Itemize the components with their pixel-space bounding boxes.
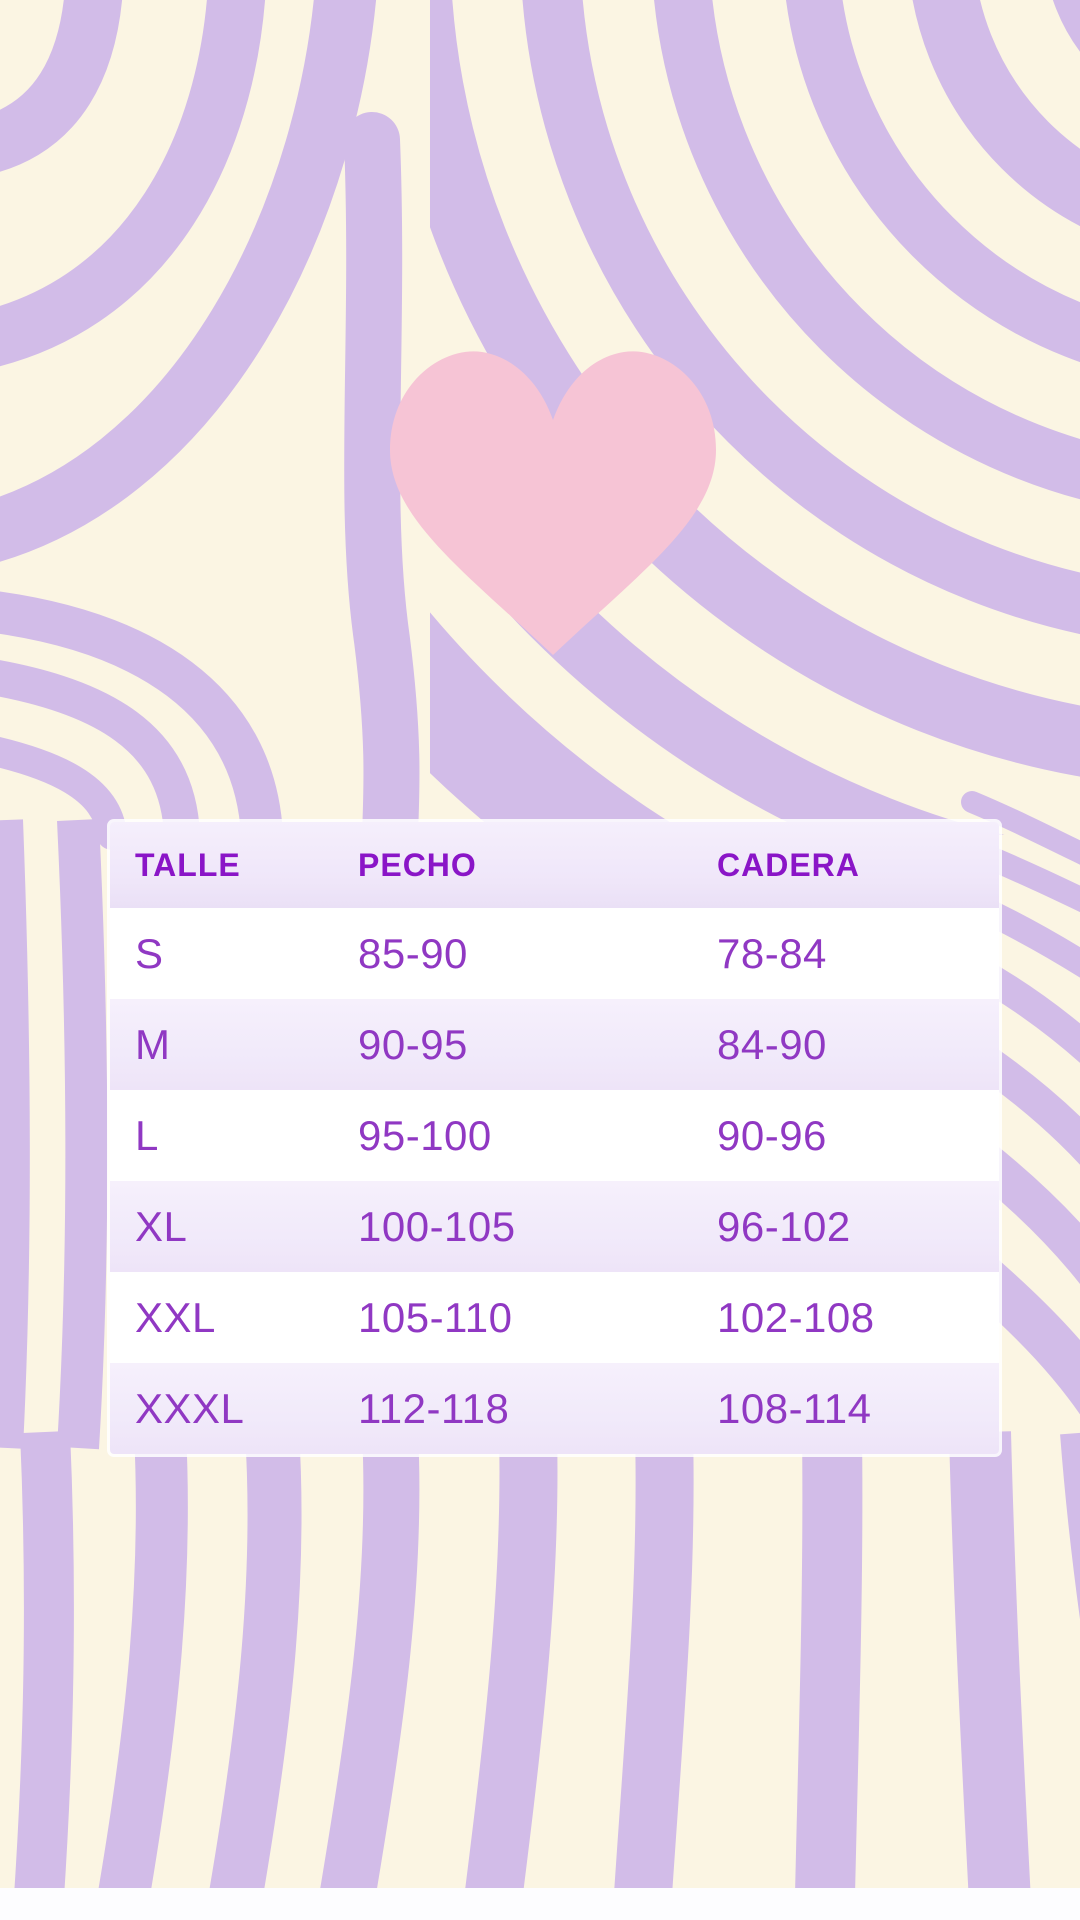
cell-talle: M [135,1020,171,1068]
table-body: S 85-90 78-84 M 90-95 84-90 L 95-100 90-… [110,908,999,1454]
bottom-fan-stripes [12,1430,1080,1920]
cell-cadera: 102-108 [717,1293,875,1341]
cell-cadera: 84-90 [717,1020,827,1068]
size-guide-table: TALLE PECHO CADERA S 85-90 78-84 M 90-95… [110,822,999,1454]
heart-icon [390,351,716,655]
table-row: L 95-100 90-96 [110,1090,999,1181]
cell-cadera: 90-96 [717,1111,827,1159]
column-header-pecho: PECHO [358,846,477,883]
table-row: S 85-90 78-84 [110,908,999,999]
cell-talle: XXXL [135,1384,245,1432]
column-header-cadera: CADERA [717,846,860,883]
cell-talle: XL [135,1202,188,1250]
table-row: XL 100-105 96-102 [110,1181,999,1272]
top-left-arcs [0,0,420,863]
column-header-talle: TALLE [135,846,241,883]
cell-pecho: 90-95 [358,1020,468,1068]
cell-cadera: 96-102 [717,1202,851,1250]
cell-talle: S [135,929,164,977]
bottom-white-bar [0,1888,1080,1920]
cell-cadera: 78-84 [717,929,827,977]
table-row: XXL 105-110 102-108 [110,1272,999,1363]
cell-pecho: 85-90 [358,929,468,977]
cell-talle: L [135,1111,159,1159]
table-row: M 90-95 84-90 [110,999,999,1090]
cell-pecho: 100-105 [358,1202,516,1250]
table-header-row: TALLE PECHO CADERA [110,822,999,908]
cell-talle: XXL [135,1293,216,1341]
table-row: XXXL 112-118 108-114 [110,1363,999,1454]
left-sliver-stripes [0,819,108,1450]
cell-pecho: 95-100 [358,1111,492,1159]
cell-pecho: 105-110 [358,1293,513,1341]
cell-cadera: 108-114 [717,1384,872,1432]
cell-pecho: 112-118 [358,1384,510,1432]
